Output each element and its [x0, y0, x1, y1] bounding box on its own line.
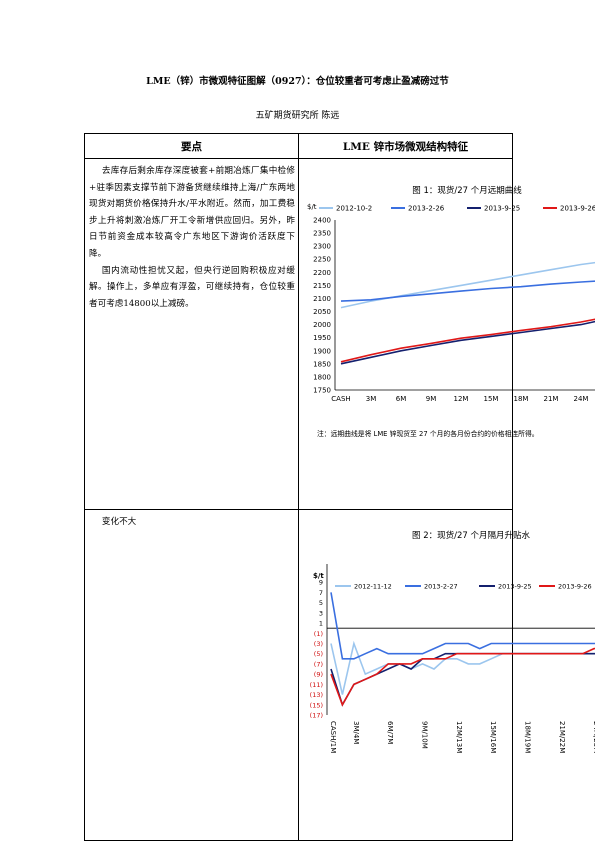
row2-text: 变化不大 — [101, 517, 137, 527]
chart2-y-tick-label: (3) — [314, 640, 323, 648]
chart2-legend-label: 2013-9-25 — [498, 583, 532, 591]
row1-left-cell: 去库存后剩余库存深度被套+前期冶炼厂集中检修+驻季因素支撑节前下游备货继续维持上… — [84, 158, 299, 510]
main-table: 要点 LME 锌市场微观结构特征 去库存后剩余库存深度被套+前期冶炼厂集中检修+… — [84, 133, 595, 841]
chart1-y-tick-label: 2100 — [313, 295, 331, 303]
chart1-x-tick-label: 6M — [396, 395, 407, 403]
chart2-unit: $/t — [313, 572, 324, 580]
chart2-y-tick-label: (7) — [314, 660, 323, 668]
chart2-y-tick-label: (11) — [310, 681, 323, 689]
spread-chart: 图 2：现货/27 个月隔月升贴水 $/t 2012-11-12 2013-2-2… — [310, 530, 595, 753]
chart2-title: 图 2：现货/27 个月隔月升贴水 — [412, 530, 530, 541]
chart2-y-tick-label: (9) — [314, 671, 323, 679]
chart2-x-tick-label: 15M/16M — [489, 721, 497, 753]
chart1-y-tick-label: 1800 — [313, 373, 331, 381]
chart2-y-tick-label: (1) — [314, 630, 323, 638]
chart1-y-tick-label: 2000 — [313, 321, 331, 329]
chart1-title: 图 1：现货/27 个月远期曲线 — [412, 185, 522, 196]
table-header-row: 要点 LME 锌市场微观结构特征 — [84, 133, 513, 159]
forward-curve-chart: 图 1：现货/27 个月远期曲线 $/t 2012-10-2 2013-2-26 2… — [307, 185, 595, 438]
chart2-x-tick-label: 21M/22M — [558, 721, 566, 753]
table-row-2: 变化不大 图 2：现货/27 个月隔月升贴水 $/t 2012-11-12 201… — [84, 509, 595, 841]
chart2-y-tick-label: (17) — [310, 712, 323, 720]
chart2-y-tick-label: 5 — [319, 599, 323, 607]
chart2-x-tick-label: CASH/1M — [329, 721, 337, 753]
report-title: LME（锌）市微观特征图解（0927）：仓位较重者可考虑止盈减磅过节 — [146, 76, 449, 87]
chart2-series-line — [330, 592, 595, 660]
row1-paragraph-1: 去库存后剩余库存深度被套+前期冶炼厂集中检修+驻季因素支撑节前下游备货继续维持上… — [89, 166, 295, 259]
col2-header: LME 锌市场微观结构特征 — [298, 133, 513, 159]
chart1-legend: 2012-10-2 2013-2-26 2013-9-25 2013-9-26 — [319, 205, 595, 213]
chart2-x-tick-label: 3M/4M — [352, 721, 360, 744]
chart2-x-tick-label: 12M/13M — [455, 721, 463, 753]
chart1-unit: $/t — [307, 203, 317, 211]
chart2-axes: 9 7 5 3 1 (1) (3) (5) (7) (9) (11) (13) (15) (17) CASH… — [310, 564, 595, 753]
chart1-legend-label: 2013-2-26 — [408, 205, 445, 213]
chart1-y-tick-label: 2150 — [313, 282, 331, 290]
chart1-series — [340, 261, 595, 365]
row2-chart-cell: 图 2：现货/27 个月隔月升贴水 $/t 2012-11-12 2013-2-2… — [298, 509, 595, 841]
row1-chart-cell: 图 1：现货/27 个月远期曲线 $/t 2012-10-2 2013-2-26 2… — [298, 158, 595, 510]
chart2-series — [330, 592, 595, 707]
chart1-y-tick-label: 2300 — [313, 243, 331, 251]
chart1-x-tick-label: 24M — [574, 395, 589, 403]
chart2-y-tick-label: 3 — [319, 609, 323, 617]
chart1-x-tick-label: 21M — [544, 395, 559, 403]
chart1-x-tick-label: 15M — [484, 395, 499, 403]
chart2-legend-label: 2013-2-27 — [424, 583, 458, 591]
chart1-y-tick-label: 2350 — [313, 230, 331, 238]
chart1-y-tick-label: 1850 — [313, 360, 331, 368]
chart1-series-line — [340, 320, 595, 365]
chart1-legend-label: 2013-9-26 — [560, 205, 595, 213]
chart2-y-tick-label: (5) — [314, 650, 323, 658]
chart2-series-line — [330, 647, 595, 707]
chart1-y-tick-label: 1750 — [313, 387, 331, 395]
chart2-x-tick-label: 24M/25M — [592, 721, 595, 753]
chart1-x-tick-label: 9M — [426, 395, 437, 403]
chart1-x-tick-label: CASH — [331, 395, 350, 403]
table-row-1: 去库存后剩余库存深度被套+前期冶炼厂集中检修+驻季因素支撑节前下游备货继续维持上… — [84, 158, 595, 510]
chart2-x-tick-label: 9M/10M — [421, 721, 429, 749]
chart2-y-tick-label: (13) — [310, 691, 323, 699]
chart2-y-tick-label: (15) — [310, 701, 323, 709]
chart1-x-tick-label: 18M — [514, 395, 529, 403]
chart1-y-tick-label: 2200 — [313, 269, 331, 277]
chart2-y-tick-label: 1 — [319, 620, 323, 628]
chart2-legend-label: 2013-9-26 — [558, 583, 592, 591]
chart2-y-tick-label: 9 — [319, 579, 323, 587]
row1-paragraph-2: 国内流动性担忧又起，但央行逆回购积极应对缓解。操作上，多单应有浮盈，可继续持有，… — [89, 265, 295, 309]
chart1-series-line — [340, 318, 595, 363]
chart1-axes: 1750 1800 1850 1900 1950 2000 2050 2100 2150 2200… — [313, 217, 595, 403]
chart1-y-tick-label: 1900 — [313, 347, 331, 355]
row2-left-cell: 变化不大 — [84, 509, 299, 841]
chart1-note: 注：远期曲线是将 LME 锌现货至 27 个月的各月份合约的价格相连所得。 — [317, 429, 539, 438]
chart1-y-tick-label: 1950 — [313, 334, 331, 342]
col1-header: 要点 — [84, 133, 299, 159]
chart2-y-tick-label: 7 — [319, 589, 323, 597]
chart1-y-tick-label: 2050 — [313, 308, 331, 316]
chart2-x-tick-label: 18M/19M — [523, 721, 531, 753]
chart1-legend-label: 2013-9-25 — [484, 205, 520, 213]
chart1-x-tick-label: 12M — [454, 395, 469, 403]
chart2-legend: 2012-11-12 2013-2-27 2013-9-25 2013-9-26 — [335, 583, 592, 591]
chart1-x-tick-label: 3M — [366, 395, 377, 403]
chart1-y-tick-label: 2400 — [313, 217, 331, 225]
chart1-legend-label: 2012-10-2 — [336, 205, 372, 213]
chart1-series-line — [340, 280, 595, 302]
chart2-x-tick-label: 6M/7M — [386, 721, 394, 744]
chart1-y-tick-label: 2250 — [313, 256, 331, 264]
chart2-legend-label: 2012-11-12 — [354, 583, 392, 591]
author-line: 五矿期货研究所 陈远 — [255, 111, 340, 121]
